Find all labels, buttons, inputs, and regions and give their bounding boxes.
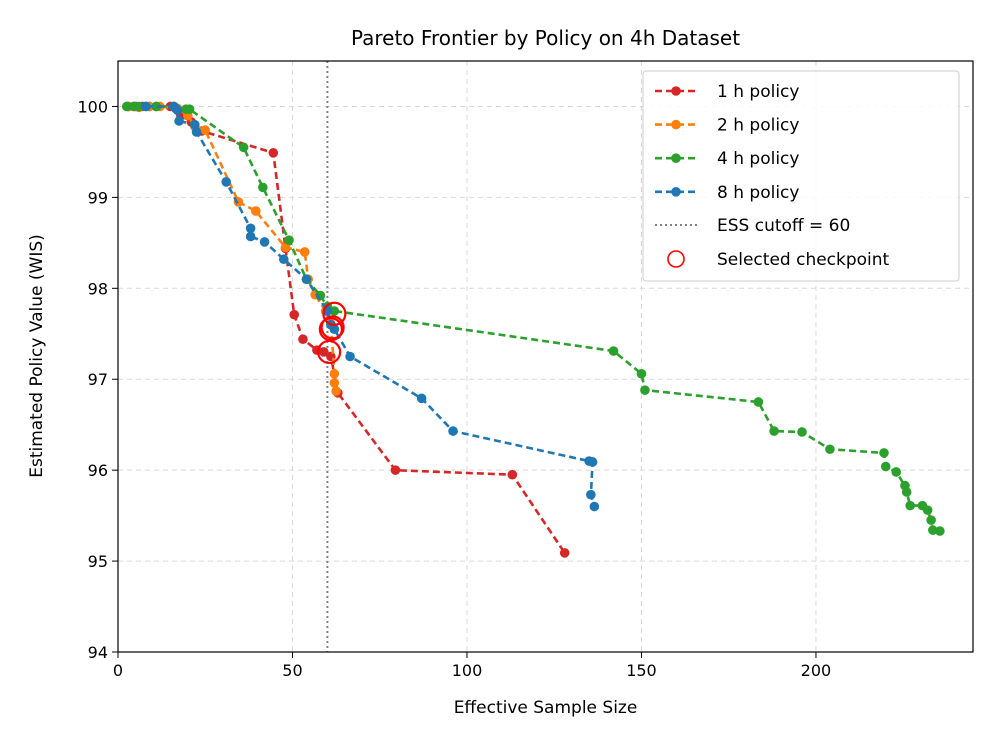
x-tick-label: 50 (282, 661, 302, 680)
plot-frame (117, 60, 974, 653)
data-point-8-h-policy (221, 177, 231, 187)
data-point-2-h-policy (280, 242, 291, 253)
legend-label-4-h-policy: 4 h policy (717, 149, 799, 169)
x-tick-label: 0 (113, 661, 123, 680)
data-point-4-h-policy (753, 397, 764, 407)
series-line-1-h-policy (128, 105, 566, 554)
data-point-4-h-policy (121, 101, 132, 112)
data-point-8-h-policy (141, 101, 151, 112)
y-tick-label: 98 (88, 279, 108, 298)
selected-checkpoints-layer (317, 301, 347, 365)
data-point-8-h-policy (259, 237, 270, 247)
axis-ticks: 0 50 100 150 200 94 95 96 97 98 99 100 (77, 97, 831, 680)
data-point-8-h-policy (586, 489, 596, 500)
data-point-8-h-policy (191, 127, 202, 137)
data-point-4-h-policy (880, 461, 891, 472)
data-point-4-h-policy (640, 385, 650, 395)
legend-frame (642, 70, 960, 282)
data-point-4-h-policy (928, 525, 938, 535)
x-axis-label: Effective Sample Size (454, 698, 638, 718)
selected-checkpoint-8-h-policy (320, 315, 345, 340)
data-point-4-h-policy (258, 182, 268, 193)
data-point-1-h-policy (298, 334, 308, 345)
data-point-4-h-policy (238, 142, 249, 153)
series-layer (121, 101, 945, 558)
data-point-4-h-policy (926, 515, 936, 525)
selected-checkpoint-2-h-policy (317, 339, 342, 365)
x-tick-label: 200 (801, 661, 832, 680)
data-point-8-h-policy (174, 116, 184, 126)
data-point-1-h-policy (268, 148, 279, 158)
data-point-2-h-policy (329, 378, 340, 388)
data-point-4-h-policy (151, 101, 162, 112)
data-point-1-h-policy (507, 469, 518, 480)
selected-checkpoint-4-h-policy (322, 301, 347, 326)
data-point-2-h-policy (200, 125, 211, 135)
legend-swatch-selected (667, 250, 685, 268)
data-point-2-h-policy (251, 206, 261, 216)
legend-label-2-h-policy: 2 h policy (717, 116, 799, 136)
x-tick-label: 100 (452, 661, 483, 680)
y-tick-label: 94 (88, 643, 108, 662)
legend-label-8-h-policy: 8 h policy (717, 183, 799, 203)
data-point-1-h-policy (319, 347, 329, 357)
data-point-4-h-policy (769, 426, 779, 436)
legend-label-selected: Selected checkpoint (717, 250, 890, 270)
series-8-h-policy (141, 101, 600, 512)
data-point-1-h-policy (390, 465, 401, 475)
series-line-8-h-policy (145, 105, 596, 507)
data-point-4-h-policy (905, 500, 915, 511)
data-point-4-h-policy (134, 101, 144, 112)
y-tick-label: 97 (88, 370, 108, 389)
legend-marker-4-h-policy (671, 153, 681, 163)
chart-title: Pareto Frontier by Policy on 4h Dataset (351, 26, 740, 50)
data-point-8-h-policy (301, 274, 312, 285)
data-point-1-h-policy (559, 548, 570, 558)
y-tick-label: 100 (77, 97, 108, 116)
data-point-4-h-policy (608, 346, 619, 356)
data-point-8-h-policy (329, 324, 340, 335)
legend-marker-2-h-policy (671, 119, 681, 130)
data-point-8-h-policy (448, 426, 458, 436)
data-point-8-h-policy (245, 223, 256, 234)
y-tick-label: 96 (88, 461, 108, 480)
data-point-4-h-policy (879, 448, 889, 458)
data-point-4-h-policy (901, 487, 912, 497)
data-point-2-h-policy (299, 247, 310, 257)
data-point-4-h-policy (891, 467, 902, 477)
legend: 1 h policy 2 h policy 4 h policy 8 h policy… (642, 70, 960, 282)
legend-label-ess-cutoff: ESS cutoff = 60 (717, 216, 850, 236)
data-point-8-h-policy (345, 351, 355, 362)
data-point-4-h-policy (922, 505, 933, 515)
data-point-4-h-policy (184, 104, 195, 114)
data-point-4-h-policy (284, 235, 294, 245)
data-point-8-h-policy (278, 254, 289, 265)
data-point-8-h-policy (245, 231, 256, 242)
data-point-4-h-policy (935, 526, 945, 536)
y-tick-label: 99 (88, 188, 108, 207)
y-tick-label: 95 (88, 552, 108, 571)
data-point-4-h-policy (825, 444, 835, 455)
x-tick-label: 150 (626, 661, 657, 680)
data-point-8-h-policy (172, 105, 183, 115)
y-axis-label: Estimated Policy Value (WIS) (27, 234, 47, 478)
series-2-h-policy (123, 101, 341, 396)
data-point-4-h-policy (797, 427, 807, 437)
data-point-4-h-policy (329, 306, 340, 316)
data-point-8-h-policy (587, 457, 598, 467)
legend-marker-1-h-policy (671, 86, 681, 96)
data-point-2-h-policy (331, 386, 341, 396)
legend-marker-8-h-policy (671, 187, 681, 197)
data-point-8-h-policy (416, 393, 427, 404)
legend-label-1-h-policy: 1 h policy (717, 82, 799, 102)
series-1-h-policy (123, 101, 570, 558)
data-point-4-h-policy (636, 368, 647, 379)
data-point-1-h-policy (289, 309, 300, 320)
data-point-8-h-policy (189, 119, 200, 130)
data-point-8-h-policy (589, 501, 600, 512)
data-point-2-h-policy (329, 368, 340, 379)
series-4-h-policy (121, 101, 945, 536)
